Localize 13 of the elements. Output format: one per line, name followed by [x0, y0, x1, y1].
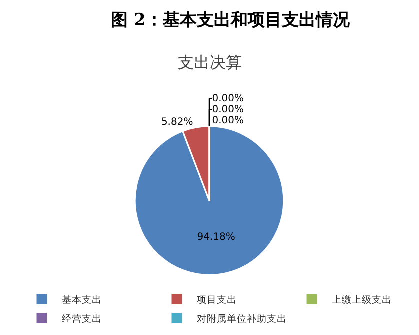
text: 0.00% [212, 93, 244, 104]
chart-subtitle: 支出决算 [178, 53, 242, 72]
legend-label: 对附属单位补助支出 [197, 313, 287, 326]
data-label: 94.18% [197, 232, 236, 243]
legend-label: 经营支出 [62, 313, 102, 326]
chart-title: 图 2：基本支出和项目支出情况 [111, 10, 351, 30]
legend-label: 上缴上级支出 [332, 294, 392, 306]
legend-label: 基本支出 [62, 294, 102, 306]
legend-label: 项目支出 [197, 294, 237, 306]
text: 0.00% [212, 115, 244, 126]
text: 0.00% [212, 104, 244, 116]
pie-slice [134, 126, 285, 276]
data-label: 5.82% [161, 116, 194, 128]
